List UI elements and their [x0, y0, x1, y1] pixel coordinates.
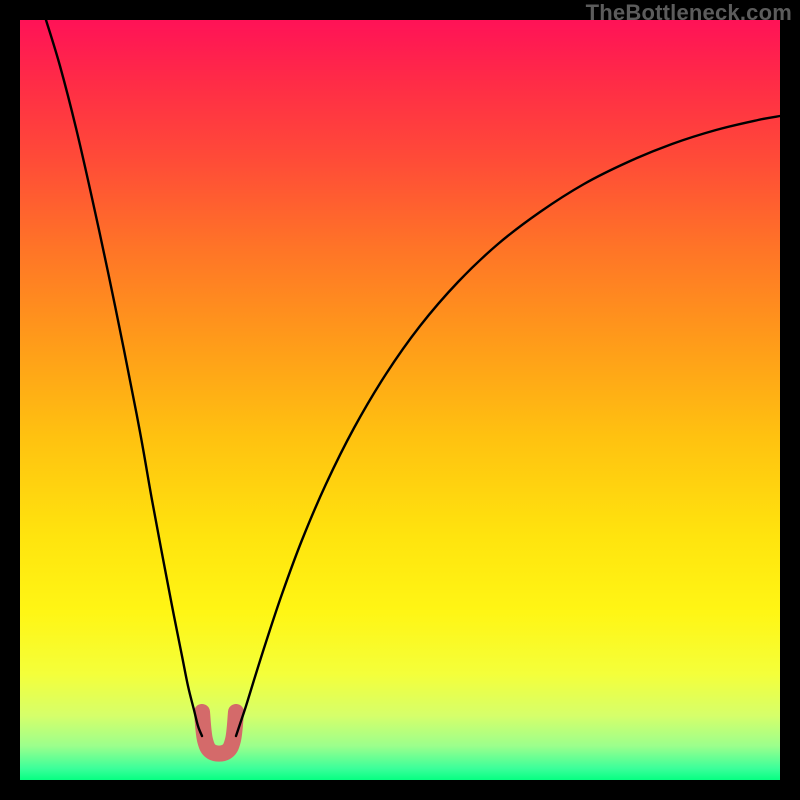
curve-left-branch	[46, 20, 202, 736]
curves-layer	[0, 0, 800, 800]
chart-frame: TheBottleneck.com	[0, 0, 800, 800]
watermark-text: TheBottleneck.com	[586, 0, 792, 26]
u-marker	[202, 712, 236, 754]
curve-right-branch	[236, 116, 780, 736]
